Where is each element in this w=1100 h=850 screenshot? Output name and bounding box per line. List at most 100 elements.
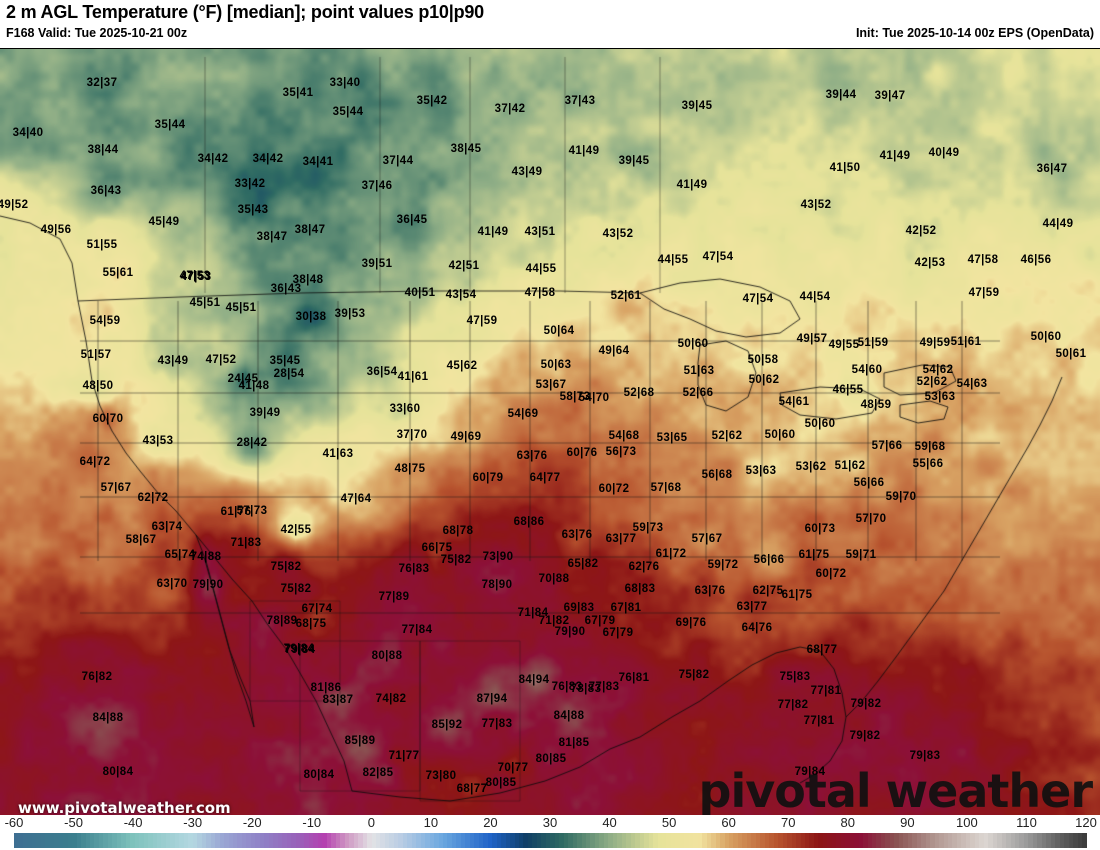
point-value-label: 39|51 [361,258,393,270]
colorbar-segment [644,833,649,848]
colorbar-segment [666,833,671,848]
point-value-label: 41|50 [829,162,861,174]
point-value-label: 47|54 [702,251,734,263]
colorbar-segment [63,833,68,848]
colorbar-segment [818,833,823,848]
point-value-label: 35|44 [154,119,186,131]
colorbar: -60 -50 -40 -30 -20 -10 0 10 20 30 40 50 60 70 80 90 100… [0,815,1100,850]
point-value-label: 54|68 [608,430,640,442]
point-value-label: 30|38 [295,311,327,323]
point-value-label: 49|69 [450,431,482,443]
colorbar-segment [921,833,926,848]
point-value-label: 50|60 [764,429,796,441]
colorbar-segment [487,833,493,848]
colorbar-segment [492,833,497,848]
point-value-label: 62|76 [628,561,660,573]
point-value-label: 49|57 [796,333,828,345]
point-value-label: 50|58 [747,354,779,366]
colorbar-segment [76,833,82,848]
colorbar-segment [1010,833,1015,848]
point-value-label: 51|57 [80,349,112,361]
point-value-label: 63|76 [561,529,593,541]
colorbar-segment [134,833,140,848]
colorbar-segment [125,833,131,848]
point-value-label: 50|60 [1030,331,1062,343]
colorbar-segment [121,833,126,848]
colorbar-segment [273,833,278,848]
colorbar-segment [1064,833,1069,848]
point-value-label: 77|81 [810,685,842,697]
colorbar-segment [331,833,336,848]
point-value-label: 53|62 [795,461,827,473]
point-value-label: 68|83 [624,583,656,595]
point-value-label: 48|50 [82,380,114,392]
colorbar-tick: 110 [1016,815,1037,830]
colorbar-segment [255,833,260,848]
point-value-label: 47|53 [180,271,212,283]
point-value-label: 51|62 [834,460,866,472]
colorbar-segment [947,833,953,848]
colorbar-segment [898,833,904,848]
point-value-label: 41|63 [322,448,354,460]
point-value-label: 68|75 [295,618,327,630]
colorbar-segment [264,833,269,848]
colorbar-segment [14,833,19,848]
point-value-label: 74|82 [375,693,407,705]
point-value-label: 63|74 [151,521,183,533]
colorbar-segment [451,833,457,848]
colorbar-segment [31,833,37,848]
colorbar-segment [724,833,729,848]
point-value-label: 84|88 [92,712,124,724]
colorbar-segment [648,833,654,848]
point-value-label: 43|49 [157,355,189,367]
point-value-label: 54|61 [778,396,810,408]
site-url-watermark: www.pivotalweather.com [18,799,231,815]
colorbar-segment [40,833,46,848]
point-value-label: 41|49 [676,179,708,191]
colorbar-segment [215,833,220,848]
point-value-label: 35|42 [416,95,448,107]
point-value-label: 36|54 [366,366,398,378]
colorbar-tick: -30 [183,815,203,830]
point-value-label: 84|94 [518,674,550,686]
point-value-label: 54|60 [851,364,883,376]
colorbar-segment [326,833,332,848]
colorbar-segment [925,833,931,848]
temperature-map[interactable]: 32|37 34|40 35|44 35|41 38|44 36|43 34|42 34|42… [0,48,1100,815]
point-value-label: 37|43 [564,95,596,107]
point-value-label: 69|76 [675,617,707,629]
point-value-label: 47|59 [466,315,498,327]
colorbar-segment [675,833,680,848]
point-value-label: 36|45 [396,214,428,226]
point-value-label: 48|59 [860,399,892,411]
colorbar-segment [930,833,935,848]
colorbar-segment [85,833,90,848]
colorbar-segment [505,833,511,848]
point-value-label: 54|70 [578,392,610,404]
point-value-label: 73|90 [482,551,514,563]
point-value-label: 63|76 [516,450,548,462]
point-value-label: 38|47 [294,224,326,236]
point-value-label: 55|66 [912,458,944,470]
colorbar-segment [1015,833,1020,848]
colorbar-segment [872,833,877,848]
colorbar-segment [1073,833,1078,848]
colorbar-segment [934,833,940,848]
point-value-label: 75|82 [440,554,472,566]
point-value-label: 40|51 [404,287,436,299]
point-value-label: 77|82 [777,699,809,711]
colorbar-segment [282,833,287,848]
colorbar-segment [237,833,242,848]
colorbar-segment [1037,833,1042,848]
colorbar-segment [988,833,993,848]
point-value-label: 36|47 [1036,163,1068,175]
colorbar-segment [943,833,948,848]
init-time-label: Init: Tue 2025-10-14 00z EPS (OpenData) [855,26,1094,40]
colorbar-segment [590,833,595,848]
colorbar-segment [939,833,944,848]
colorbar-segment [715,833,721,848]
colorbar-tick: -60 [4,815,24,830]
point-value-label: 35|45 [269,355,301,367]
colorbar-segment [107,833,113,848]
colorbar-segment [782,833,788,848]
